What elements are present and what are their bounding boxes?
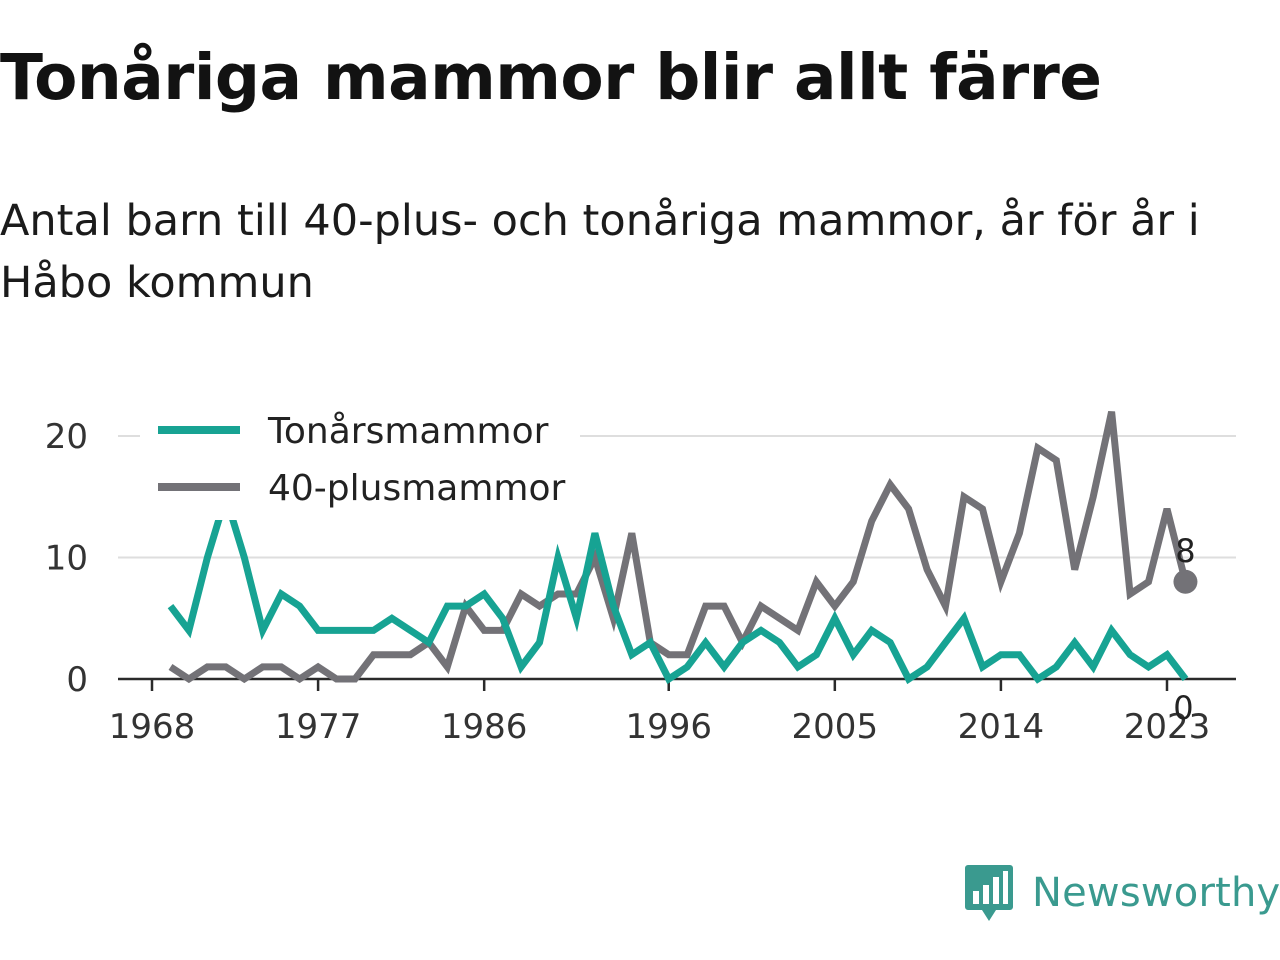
x-tick-label: 2014	[958, 707, 1045, 747]
legend-label: Tonårsmammor	[267, 411, 549, 452]
x-tick-label: 1977	[275, 707, 362, 747]
y-tick-label: 20	[45, 417, 88, 457]
brand-name: Newsworthy	[1032, 870, 1280, 916]
legend-label: 40-plusmammor	[268, 468, 566, 509]
y-tick-label: 0	[66, 660, 88, 700]
x-tick-label: 1996	[625, 707, 712, 747]
newsworthy-logo-icon	[965, 865, 1013, 921]
x-tick-label: 1986	[441, 707, 528, 747]
end-label-fortyplusmammor: 8	[1175, 532, 1195, 570]
x-tick-label: 2005	[792, 707, 879, 747]
series-line-fortyplusmammor	[168, 410, 1189, 684]
series-line-tonarsmammor	[167, 484, 1189, 685]
x-tick-label: 1968	[109, 707, 196, 747]
y-tick-label: 10	[45, 539, 88, 579]
brand-logo[interactable]: Newsworthy	[964, 862, 1280, 924]
end-label-tonarsmammor: 0	[1173, 689, 1193, 727]
x-tick-label: 2023	[1124, 707, 1211, 747]
chart-title: Tonåriga mammor blir allt färre	[0, 41, 1102, 114]
chart-subtitle: Antal barn till 40-plus- och tonåriga ma…	[0, 196, 1200, 308]
end-point-fortyplusmammor	[1173, 569, 1198, 594]
legend-background	[140, 400, 580, 520]
